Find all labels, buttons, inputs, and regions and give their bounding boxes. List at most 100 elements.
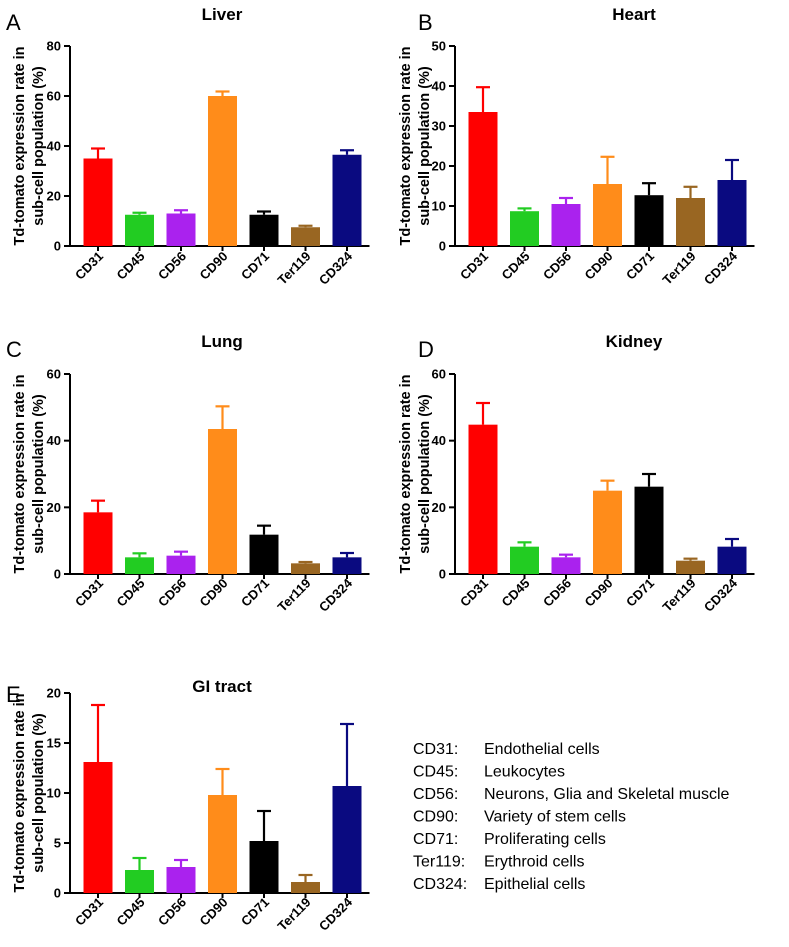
x-tick-label: CD324: [316, 248, 356, 288]
bar-cd71: [634, 486, 664, 574]
chart-panel-d: D Kidney Td-tomato expression rate in sub-c…: [398, 332, 755, 615]
y-tick-label: 60: [47, 367, 61, 382]
x-tick-label: CD31: [72, 576, 106, 610]
legend-item: CD71: Proliferating cells: [413, 831, 606, 848]
y-tick-label: 0: [54, 239, 61, 254]
x-tick-label: CD45: [114, 576, 148, 610]
panel-letter: C: [6, 337, 22, 362]
y-tick-label: 20: [432, 159, 446, 174]
x-tick-label: CD45: [499, 249, 533, 283]
y-tick-label: 60: [432, 367, 446, 382]
y-tick-label: 15: [47, 736, 61, 751]
x-tick-label: CD324: [701, 248, 741, 288]
x-tick-label: Ter119: [660, 249, 699, 288]
chart-title: GI tract: [192, 677, 252, 696]
x-tick-label: CD324: [316, 894, 356, 934]
legend-item: CD324: Epithelial cells: [413, 876, 585, 893]
y-axis-label: Td-tomato expression rate in sub-cell pop…: [12, 374, 47, 573]
bar-cd90: [593, 490, 622, 574]
x-tick-label: CD45: [499, 576, 533, 610]
bar-cd324: [332, 154, 362, 246]
bar-ter119: [291, 227, 320, 246]
bar-cd45: [510, 211, 539, 246]
panel-letter: B: [418, 10, 433, 35]
y-tick-label: 20: [47, 686, 61, 701]
legend-code: CD324:: [413, 876, 467, 893]
x-tick-label: CD71: [238, 576, 272, 610]
y-tick-label: 0: [439, 239, 446, 254]
y-tick-label: 60: [47, 89, 61, 104]
y-tick-label: 20: [47, 189, 61, 204]
bar-ter119: [676, 198, 705, 246]
bar-ter119: [291, 882, 320, 893]
x-tick-label: CD90: [197, 895, 231, 929]
y-tick-label: 40: [432, 433, 446, 448]
legend-code: CD31:: [413, 741, 458, 758]
x-tick-label: Ter119: [275, 895, 314, 934]
bar-cd71: [249, 214, 279, 246]
bar-cd45: [125, 557, 154, 574]
bar-cd90: [208, 96, 237, 246]
x-tick-label: CD324: [701, 575, 741, 615]
bar-cd90: [208, 795, 237, 893]
bar-cd56: [551, 557, 581, 574]
legend-code: CD56:: [413, 786, 458, 803]
bar-cd45: [510, 546, 539, 574]
y-tick-label: 50: [432, 39, 446, 54]
x-tick-label: CD45: [114, 249, 148, 283]
bar-cd31: [468, 112, 498, 246]
panel-letter: E: [6, 682, 21, 707]
chart-panel-c: C Lung Td-tomato expression rate in sub-cel…: [6, 332, 370, 615]
bar-cd31: [83, 762, 113, 893]
y-tick-label: 10: [432, 199, 446, 214]
bar-cd71: [634, 195, 664, 246]
x-tick-label: CD90: [582, 249, 616, 283]
y-tick-label: 20: [47, 500, 61, 515]
bar-cd324: [332, 786, 362, 893]
chart-title: Heart: [612, 5, 656, 24]
bar-cd31: [83, 512, 113, 574]
chart-panel-b: B Heart Td-tomato expression rate in sub-ce…: [398, 5, 755, 288]
bar-cd45: [125, 214, 154, 246]
x-tick-label: CD71: [623, 249, 657, 283]
x-tick-label: Ter119: [275, 576, 314, 615]
x-tick-label: CD56: [155, 576, 189, 610]
bar-cd45: [125, 870, 154, 893]
chart-title: Liver: [202, 5, 243, 24]
bar-cd56: [166, 555, 196, 574]
legend-description: Erythroid cells: [484, 854, 584, 871]
x-tick-label: CD56: [540, 576, 574, 610]
bar-cd90: [208, 429, 237, 574]
legend-description: Neurons, Glia and Skeletal muscle: [484, 786, 730, 803]
legend-code: CD45:: [413, 764, 458, 781]
y-tick-label: 0: [54, 886, 61, 901]
panel-letter: A: [6, 10, 21, 35]
legend-code: CD71:: [413, 831, 458, 848]
x-tick-label: CD90: [197, 249, 231, 283]
y-axis-label: Td-tomato expression rate in sub-cell pop…: [12, 46, 47, 245]
x-tick-label: CD31: [457, 249, 491, 283]
legend-description: Variety of stem cells: [484, 809, 626, 826]
y-tick-label: 10: [47, 786, 61, 801]
legend-description: Endothelial cells: [484, 741, 600, 758]
bar-ter119: [291, 563, 320, 574]
bar-cd56: [551, 204, 581, 246]
bar-cd56: [166, 213, 196, 246]
x-tick-label: CD56: [155, 895, 189, 929]
bar-ter119: [676, 560, 705, 574]
y-tick-label: 5: [54, 836, 61, 851]
y-axis-label: Td-tomato expression rate in sub-cell pop…: [398, 374, 433, 573]
x-tick-label: CD90: [197, 576, 231, 610]
x-tick-label: Ter119: [275, 249, 314, 288]
legend-description: Proliferating cells: [484, 831, 606, 848]
bar-cd324: [332, 557, 362, 574]
bar-cd31: [468, 424, 498, 574]
bar-cd324: [717, 546, 747, 574]
x-tick-label: CD71: [238, 249, 272, 283]
cell-type-legend: CD31: Endothelial cells CD45: Leukocytes CD5…: [413, 741, 730, 893]
x-tick-label: CD71: [623, 576, 657, 610]
x-tick-label: CD31: [457, 576, 491, 610]
legend-code: CD90:: [413, 809, 458, 826]
y-tick-label: 40: [47, 139, 61, 154]
